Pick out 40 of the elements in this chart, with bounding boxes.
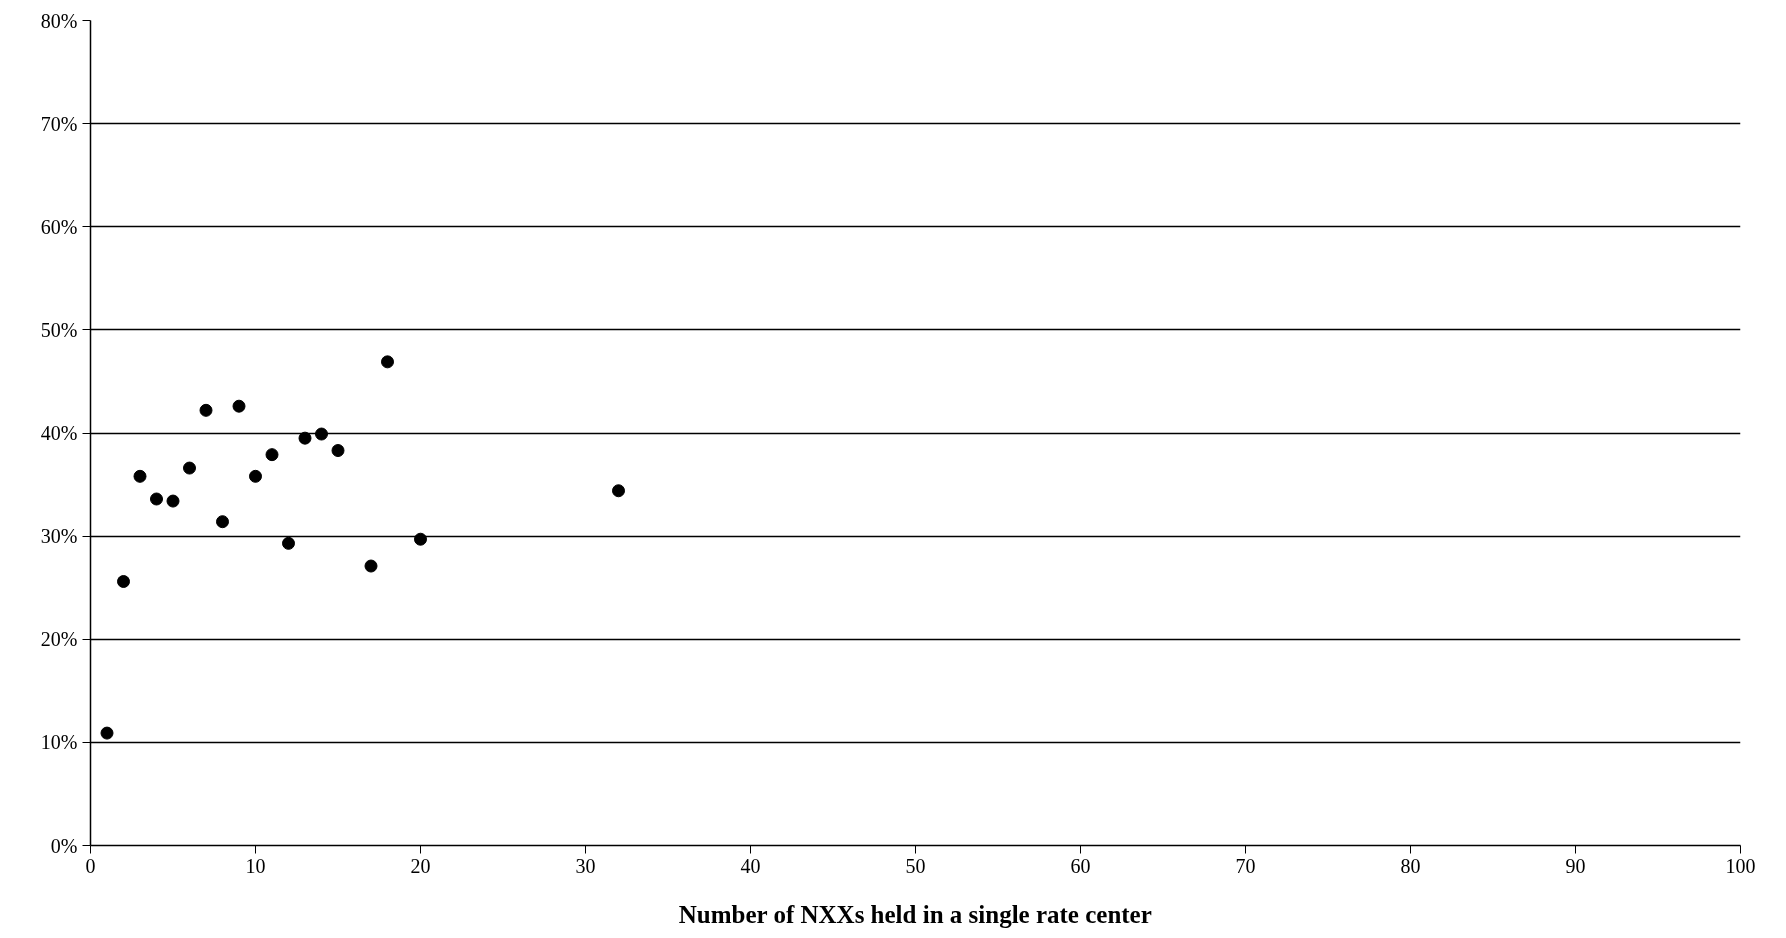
x-tick-label: 50 [905,854,926,877]
x-tick-label: 30 [575,854,596,877]
point [232,399,246,413]
y-tick-label: 20% [40,628,78,651]
y-tick-label: 70% [40,112,78,135]
point [100,726,114,740]
y-tick-label: 10% [40,731,78,754]
y-tick-label: 40% [40,422,78,444]
x-tick-label: 60 [1070,854,1091,877]
x-tick-label: 70 [1235,854,1256,877]
point [364,559,378,573]
point [265,448,279,462]
point [117,575,130,588]
point [199,403,213,417]
point [282,536,295,550]
point [315,427,328,441]
point [150,492,163,506]
x-tick-label: 100 [1725,854,1756,877]
point [166,494,180,508]
x-tick-label: 90 [1565,854,1586,877]
y-tick-label: 60% [40,215,78,238]
point [414,532,427,546]
point [133,469,147,483]
x-tick-label: 40 [740,854,761,877]
point [183,461,196,475]
y-tick-label: 0% [50,834,78,857]
y-tick-label: 30% [40,525,78,548]
x-axis-title: Number of NXXs held in a single rate center [678,900,1152,928]
point [216,515,229,529]
x-tick-label: 80 [1400,854,1421,877]
x-tick-label: 0 [85,854,96,877]
point [381,355,394,369]
x-tick-label: 20 [410,854,431,877]
y-tick-label: 80% [40,9,78,32]
point [331,444,345,458]
point [249,469,262,483]
point [298,431,312,445]
x-tick-label: 10 [245,854,266,877]
y-tick-label: 50% [40,318,78,341]
point [612,484,625,498]
